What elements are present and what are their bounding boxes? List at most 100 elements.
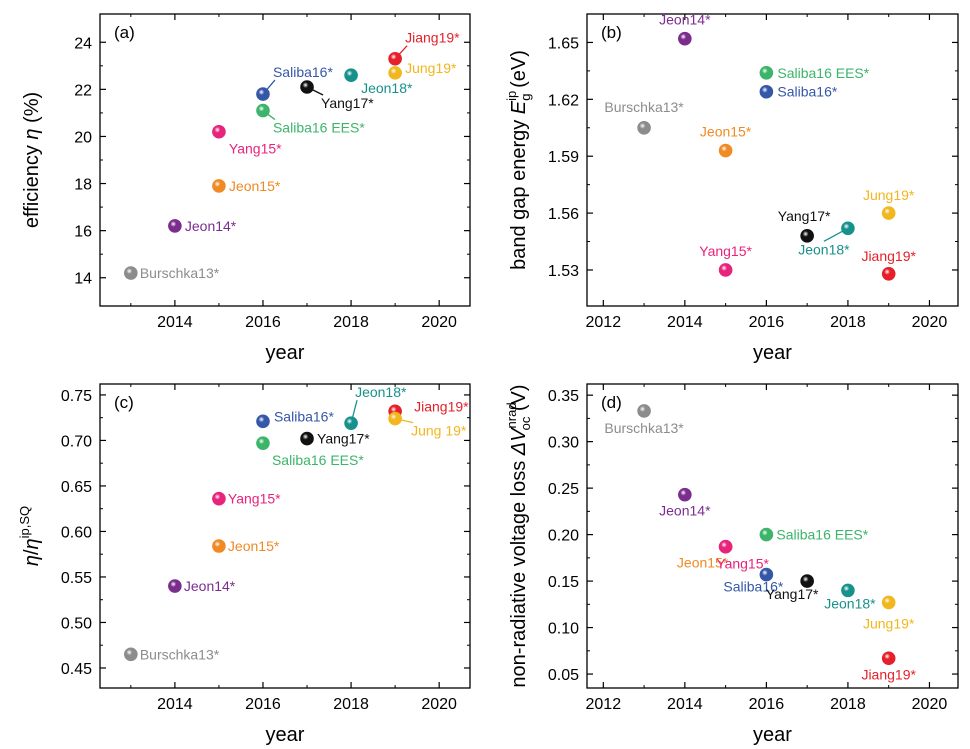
point-label-jeon14: Jeon14* [185,218,237,234]
x-tick-label: 2018 [830,696,866,713]
point-saliba16 [256,414,270,429]
point-saliba16-ees [759,65,774,80]
x-tick-label: 2020 [421,314,457,331]
x-axis-label: year [753,724,792,746]
point-label-jeon14: Jeon14* [659,12,711,28]
y-tick-label: 22 [74,82,92,99]
x-tick-label: 2020 [421,696,457,713]
y-tick-label: 1.59 [548,149,579,166]
point-burschka13 [637,120,651,135]
point-label-jeon15: Jeon15* [700,124,752,140]
point-saliba16-ees [759,527,774,542]
point-jung19 [388,411,402,426]
plot-frame [586,383,959,689]
y-tick-label: 20 [74,129,92,146]
point-label-burschka13: Burschka13* [140,265,220,281]
y-axis-label: non-radiative voltage loss ΔVnradoc (V) [504,384,533,687]
panel-b: 2012 2014 2016 2018 2020 1.53 1.56 1.59 1.62 1.65… [504,12,959,364]
point-jiang19 [881,266,896,281]
y-tick-label: 0.15 [548,574,579,591]
point-label-saliba16-ees: Saliba16 EES* [273,120,365,136]
point-label-yang17: Yang17* [778,208,831,224]
point-jung19 [881,206,896,220]
point-label-jiang19: Jiang19* [405,30,460,46]
plot-frame [99,13,471,307]
y-tick-label: 0.05 [548,667,579,684]
point-label-saliba16: Saliba16* [273,64,333,80]
point-jeon15 [718,143,733,158]
point-jeon18 [841,583,855,598]
point-label-jeon18: Jeon18* [798,241,850,257]
point-label-jiang19: Jiang19* [861,666,916,682]
point-jung19 [388,66,402,80]
point-yang15 [212,124,226,139]
x-tick-label: 2016 [749,314,785,331]
point-jung19 [881,595,896,610]
x-tick-label: 2012 [586,314,622,331]
point-label-saliba16: Saliba16* [777,84,837,100]
y-tick-label: 0.70 [61,433,92,450]
point-jeon15 [212,179,226,193]
x-tick-label: 2020 [912,314,948,331]
point-label-jung19: Jung 19* [411,423,467,439]
point-label-yang17: Yang17* [317,431,370,447]
point-label-jeon15: Jeon15* [677,555,729,571]
point-label-jeon15: Jeon15* [229,178,281,194]
y-tick-label: 0.65 [61,479,92,496]
point-saliba16-ees [256,103,270,118]
y-tick-label: 16 [74,224,92,241]
panel-d: 2012 2014 2016 2018 2020 0.05 0.10 0.15 0.20 0.25… [504,383,959,746]
y-tick-label: 0.55 [61,570,92,587]
point-label-burschka13: Burschka13* [604,99,684,115]
point-jiang19 [388,51,402,66]
y-tick-label: 24 [74,35,92,52]
x-tick-label: 2018 [333,696,369,713]
panel-a: 2014 2016 2018 2020 14 16 18 20 22 24 year efficien… [21,13,471,364]
y-tick-label: 0.50 [61,615,92,632]
point-jiang19 [881,651,896,666]
y-tick-label: 0.75 [61,388,92,405]
point-label-jeon14: Jeon14* [659,503,711,519]
point-label-jeon18: Jeon18* [824,595,876,611]
point-burschka13 [124,266,138,280]
point-jeon18 [841,221,855,236]
x-tick-label: 2020 [912,696,948,713]
point-label-yang17: Yang17* [321,95,374,111]
point-label-jeon18: Jeon18* [355,384,407,400]
point-label-saliba16-ees: Saliba16 EES* [776,527,868,543]
y-tick-label: 0.45 [61,661,92,678]
point-label-saliba16-ees: Saliba16 EES* [777,65,869,81]
y-tick-label: 1.65 [548,35,579,52]
point-jeon18 [344,68,358,83]
x-tick-label: 2016 [245,314,281,331]
point-label-yang15: Yang15* [699,243,752,259]
point-jeon14 [168,579,182,593]
point-yang15 [212,491,226,506]
y-axis-label: η/ηip,SQ [17,506,43,566]
panel-label: (c) [114,393,134,412]
x-tick-label: 2014 [157,314,193,331]
point-label-yang15: Yang15* [228,491,281,507]
y-tick-label: 0.60 [61,524,92,541]
point-jeon18 [344,416,358,430]
point-label-saliba16: Saliba16* [723,579,783,595]
y-tick-label: 1.62 [548,92,579,109]
x-tick-label: 2018 [830,314,866,331]
point-label-saliba16-ees: Saliba16 EES* [272,452,364,468]
x-tick-label: 2012 [586,696,622,713]
x-tick-label: 2014 [667,696,703,713]
point-saliba16-ees [256,436,270,450]
x-tick-label: 2016 [245,696,281,713]
point-label-jung19: Jung19* [405,60,457,76]
point-yang17 [300,80,314,94]
point-label-yang15: Yang15* [716,556,769,572]
point-yang17 [300,431,314,446]
y-axis-label: band gap energy Eipg (eV) [504,50,533,270]
point-label-jiang19: Jiang19* [414,398,469,414]
point-yang17 [800,574,814,588]
point-label-jiang19: Jiang19* [861,248,916,264]
y-tick-label: 0.35 [548,388,579,405]
x-axis-label: year [266,724,305,746]
point-burschka13 [124,647,138,662]
point-jeon14 [168,219,182,233]
